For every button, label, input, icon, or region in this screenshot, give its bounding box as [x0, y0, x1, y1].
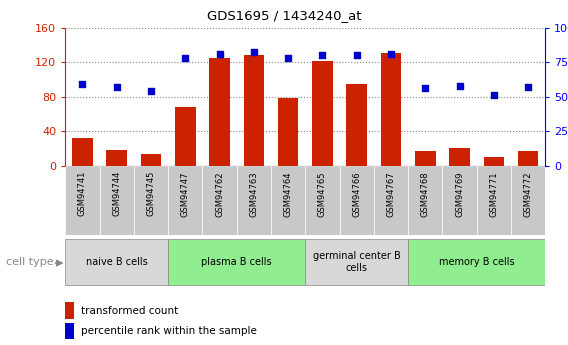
Text: GSM94745: GSM94745 [147, 171, 156, 217]
Bar [168, 166, 202, 235]
Point [318, 52, 327, 58]
Bar [244, 55, 264, 166]
Bar [106, 150, 127, 166]
Text: naive B cells: naive B cells [86, 257, 148, 267]
Bar [408, 166, 442, 235]
Point [215, 51, 224, 57]
Text: GSM94767: GSM94767 [386, 171, 395, 217]
Point [78, 81, 87, 87]
Bar [65, 166, 99, 235]
Text: GSM94766: GSM94766 [352, 171, 361, 217]
Point [283, 55, 293, 61]
Bar [442, 166, 477, 235]
Bar [141, 154, 161, 166]
Bar [415, 151, 436, 166]
Text: GSM94747: GSM94747 [181, 171, 190, 217]
Bar [202, 166, 237, 235]
Bar [237, 166, 271, 235]
Bar [209, 58, 230, 166]
Point [181, 55, 190, 61]
Bar [483, 157, 504, 166]
Point [489, 92, 498, 98]
Point [386, 51, 395, 57]
Text: GSM94768: GSM94768 [421, 171, 430, 217]
Bar [65, 239, 168, 285]
Text: GSM94763: GSM94763 [249, 171, 258, 217]
Text: GSM94769: GSM94769 [455, 171, 464, 217]
Bar [408, 239, 545, 285]
Bar [65, 323, 74, 339]
Point [352, 52, 361, 58]
Point [112, 84, 122, 90]
Bar [65, 302, 74, 319]
Bar [312, 61, 333, 166]
Bar [271, 166, 306, 235]
Text: percentile rank within the sample: percentile rank within the sample [81, 326, 257, 336]
Text: plasma B cells: plasma B cells [202, 257, 272, 267]
Text: cell type: cell type [6, 257, 53, 267]
Point [421, 86, 430, 91]
Text: germinal center B
cells: germinal center B cells [313, 252, 400, 273]
Bar [134, 166, 168, 235]
Bar [175, 107, 195, 166]
Bar [511, 166, 545, 235]
Point [249, 50, 258, 55]
Text: GDS1695 / 1434240_at: GDS1695 / 1434240_at [207, 9, 361, 22]
Bar [374, 166, 408, 235]
Point [455, 83, 464, 88]
Text: transformed count: transformed count [81, 306, 178, 315]
Text: GSM94764: GSM94764 [283, 171, 293, 217]
Text: GSM94762: GSM94762 [215, 171, 224, 217]
Text: GSM94741: GSM94741 [78, 171, 87, 217]
Bar [340, 166, 374, 235]
Bar [306, 166, 340, 235]
Bar [72, 138, 93, 166]
Point [524, 84, 533, 90]
Bar [381, 53, 401, 166]
Bar [346, 83, 367, 166]
Text: GSM94744: GSM94744 [112, 171, 121, 217]
Bar [449, 148, 470, 166]
Bar [306, 239, 408, 285]
Bar [278, 98, 298, 166]
Text: GSM94765: GSM94765 [318, 171, 327, 217]
Bar [477, 166, 511, 235]
Bar [99, 166, 134, 235]
Bar [168, 239, 306, 285]
Text: GSM94772: GSM94772 [524, 171, 533, 217]
Bar [518, 151, 538, 166]
Text: GSM94771: GSM94771 [490, 171, 498, 217]
Point [147, 88, 156, 94]
Text: memory B cells: memory B cells [439, 257, 515, 267]
